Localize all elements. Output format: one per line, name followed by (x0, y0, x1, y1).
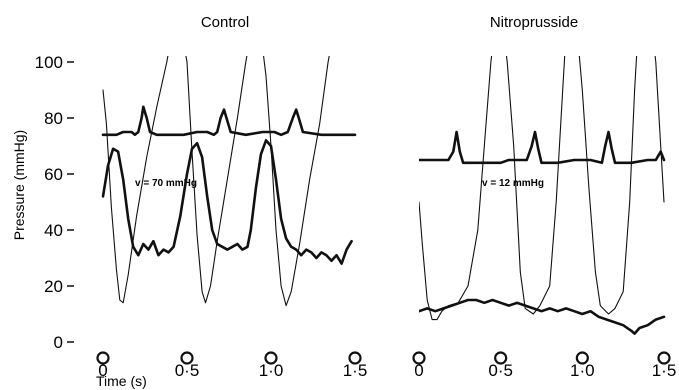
y-tick-label: 60 (44, 165, 63, 184)
pressure-trace-3 (419, 56, 665, 321)
x-tick-label: 0 (98, 361, 107, 380)
x-tick-mark (494, 351, 508, 365)
x-tick-mark (575, 351, 589, 365)
x-tick-mark (657, 351, 671, 365)
pressure-trace-2 (419, 298, 666, 335)
pressure-trace-2 (101, 139, 353, 265)
x-axis-label: Time (s) (96, 373, 147, 389)
annotation-nitroprusside: v = 12 mmHg (482, 178, 544, 189)
x-tick-mark (412, 351, 426, 365)
panel-control: 0 0·5 1·0 1·5 0 20 40 60 80 100 (35, 53, 368, 380)
y-tick-label: 100 (35, 53, 63, 72)
pressure-trace-3 (102, 56, 330, 307)
y-tick-label: 0 (54, 333, 63, 352)
annotation-control: v = 70 mmHg (135, 178, 197, 189)
y-tick-label: 20 (44, 277, 63, 296)
x-tick-label: 1·5 (652, 361, 677, 380)
chart-title-nitroprusside: Nitroprusside (490, 14, 578, 31)
x-tick-mark (96, 351, 110, 365)
x-tick-label: 0·5 (488, 361, 513, 380)
x-tick-mark (180, 351, 194, 365)
x-tick-label: 0 (414, 361, 423, 380)
x-tick-label: 0·5 (175, 361, 200, 380)
pressure-trace-1 (101, 105, 357, 137)
y-axis-label: Pressure (mmHg) (11, 130, 27, 240)
panel-nitroprusside: 0 0·5 1·0 1·5 (412, 56, 677, 380)
x-tick-label: 1·5 (343, 361, 368, 380)
chart-title-control: Control (201, 14, 249, 31)
pressure-trace-1 (419, 130, 666, 165)
x-tick-mark (264, 351, 278, 365)
x-tick-label: 1·0 (259, 361, 284, 380)
x-tick-mark (348, 351, 362, 365)
x-tick-label: 1·0 (570, 361, 595, 380)
y-tick-label: 40 (44, 221, 63, 240)
y-tick-label: 80 (44, 109, 63, 128)
